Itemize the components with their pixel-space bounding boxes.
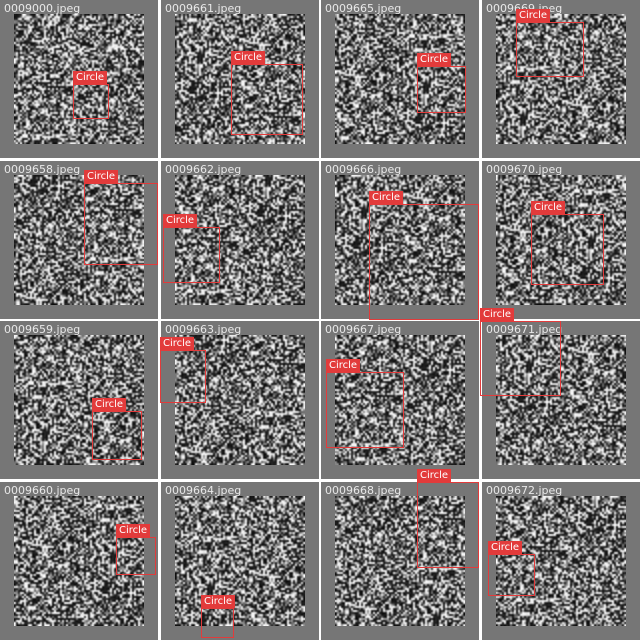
image-tile[interactable]: 0009659.jpeg	[0, 321, 158, 479]
image-filename: 0009659.jpeg	[4, 323, 81, 336]
noise-image	[496, 496, 626, 626]
image-filename: 0009663.jpeg	[165, 323, 242, 336]
image-filename: 0009665.jpeg	[325, 2, 402, 15]
noise-image	[14, 496, 144, 626]
noise-image	[335, 496, 465, 626]
image-tile[interactable]: 0009669.jpeg	[482, 0, 640, 158]
image-tile[interactable]: 0009661.jpeg	[161, 0, 319, 158]
image-tile[interactable]: 0009667.jpeg	[321, 321, 479, 479]
image-tile[interactable]: 0009665.jpeg	[321, 0, 479, 158]
noise-image	[14, 14, 144, 144]
noise-image	[175, 496, 305, 626]
image-tile[interactable]: 0009672.jpeg	[482, 482, 640, 640]
image-tile[interactable]: 0009000.jpeg	[0, 0, 158, 158]
image-filename: 0009667.jpeg	[325, 323, 402, 336]
image-tile[interactable]: 0009662.jpeg	[161, 161, 319, 319]
image-filename: 0009671.jpeg	[486, 323, 563, 336]
noise-image	[496, 175, 626, 305]
image-tile[interactable]: 0009670.jpeg	[482, 161, 640, 319]
image-filename: 0009662.jpeg	[165, 163, 242, 176]
image-filename: 0009664.jpeg	[165, 484, 242, 497]
noise-image	[335, 335, 465, 465]
image-filename: 0009658.jpeg	[4, 163, 81, 176]
image-tile[interactable]: 0009664.jpeg	[161, 482, 319, 640]
noise-image	[175, 175, 305, 305]
noise-image	[175, 335, 305, 465]
image-filename: 0009661.jpeg	[165, 2, 242, 15]
image-filename: 0009670.jpeg	[486, 163, 563, 176]
image-tile[interactable]: 0009660.jpeg	[0, 482, 158, 640]
image-tile[interactable]: 0009671.jpeg	[482, 321, 640, 479]
image-tile[interactable]: 0009663.jpeg	[161, 321, 319, 479]
noise-image	[175, 14, 305, 144]
noise-image	[335, 14, 465, 144]
noise-image	[14, 335, 144, 465]
image-filename: 0009669.jpeg	[486, 2, 563, 15]
noise-image	[496, 335, 626, 465]
image-filename: 0009660.jpeg	[4, 484, 81, 497]
image-filename: 0009666.jpeg	[325, 163, 402, 176]
noise-image	[335, 175, 465, 305]
noise-image	[496, 14, 626, 144]
image-filename: 0009000.jpeg	[4, 2, 81, 15]
noise-image	[14, 175, 144, 305]
image-tile[interactable]: 0009668.jpeg	[321, 482, 479, 640]
image-tile[interactable]: 0009658.jpeg	[0, 161, 158, 319]
image-tile[interactable]: 0009666.jpeg	[321, 161, 479, 319]
image-filename: 0009668.jpeg	[325, 484, 402, 497]
image-filename: 0009672.jpeg	[486, 484, 563, 497]
